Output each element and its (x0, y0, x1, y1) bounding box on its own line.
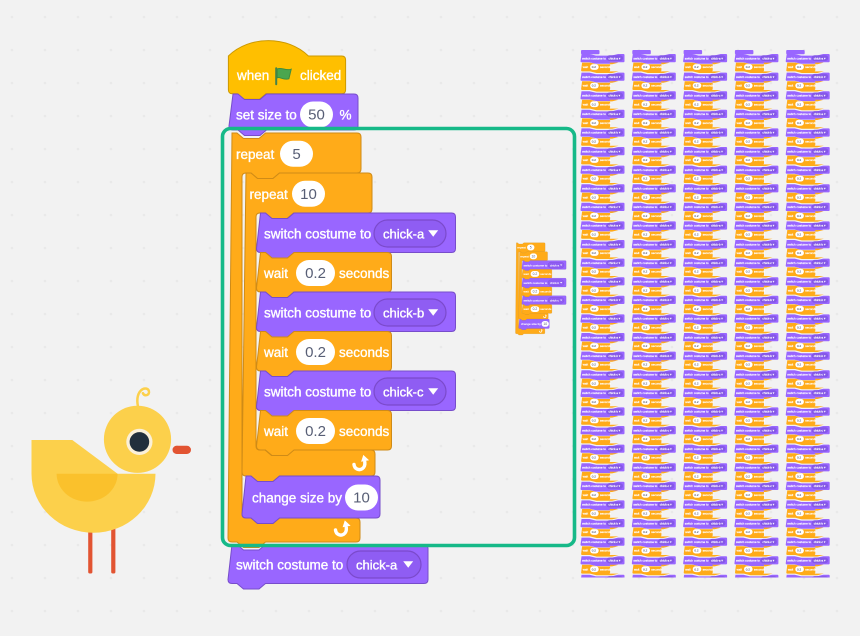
svg-text:when: when (236, 68, 269, 83)
svg-text:%: % (340, 108, 352, 123)
svg-text:switch costume to: switch costume to (236, 558, 343, 573)
svg-text:clicked: clicked (300, 68, 341, 83)
svg-text:50: 50 (308, 107, 325, 124)
svg-text:chick-a: chick-a (356, 558, 398, 573)
svg-text:set size to: set size to (236, 108, 297, 123)
